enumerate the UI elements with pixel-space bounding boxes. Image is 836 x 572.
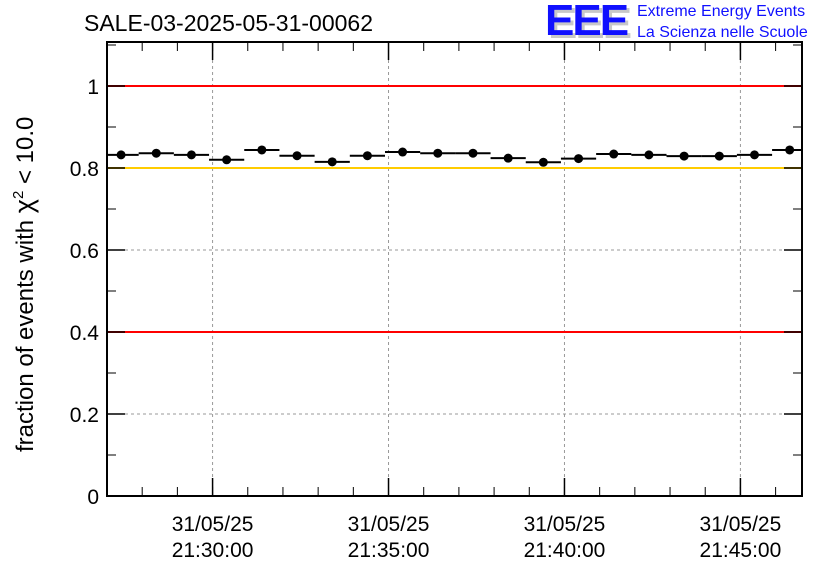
data-point — [186, 150, 196, 160]
data-point — [398, 147, 408, 157]
data-point — [714, 151, 724, 161]
eee-logo-letters: EEE — [545, 0, 629, 45]
data-point — [151, 148, 161, 158]
y-tick-label: 1 — [87, 76, 99, 99]
data-point — [433, 148, 443, 158]
data-point — [292, 151, 302, 161]
x-tick-time: 21:45:00 — [700, 539, 782, 562]
plot-frame — [106, 41, 803, 497]
data-point — [257, 145, 267, 155]
data-point — [222, 155, 232, 165]
x-tick-date: 31/05/25 — [348, 513, 430, 536]
data-point — [468, 148, 478, 158]
data-point — [574, 154, 584, 164]
data-point — [362, 151, 372, 161]
data-point — [644, 150, 654, 160]
data-point — [503, 153, 513, 163]
y-tick-label: 0.2 — [70, 404, 99, 427]
logo-line-1: Extreme Energy Events — [637, 3, 806, 20]
logo-line-2: La Scienza nelle Scuole — [637, 24, 808, 41]
eee-logo: EEE — [545, 0, 629, 45]
data-point — [609, 149, 619, 159]
x-tick-time: 21:35:00 — [348, 539, 430, 562]
axis-ticks: 0 0.2 0.4 0.6 0.8 1 31/05/25 21:30:00 31/05/25 21… — [70, 42, 802, 562]
x-tick-date: 31/05/25 — [524, 513, 606, 536]
data-point — [116, 150, 126, 160]
data-point — [785, 145, 795, 155]
y-axis-label: fraction of events with χ2 < 10.0 — [9, 117, 39, 452]
x-tick-time: 21:40:00 — [524, 539, 606, 562]
data-point — [538, 157, 548, 167]
x-tick-time: 21:30:00 — [172, 539, 254, 562]
y-tick-label: 0.6 — [70, 240, 99, 263]
y-tick-label: 0.8 — [70, 158, 99, 181]
y-tick-label: 0.4 — [70, 322, 100, 345]
grid — [107, 42, 802, 496]
x-tick-date: 31/05/25 — [700, 513, 782, 536]
chart-title: SALE-03-2025-05-31-00062 — [84, 10, 373, 36]
y-tick-label: 0 — [87, 486, 99, 509]
data-point — [749, 150, 759, 160]
data-points — [107, 145, 802, 167]
reference-lines — [107, 85, 802, 333]
data-point — [679, 151, 689, 161]
x-tick-date: 31/05/25 — [172, 513, 254, 536]
data-point — [327, 157, 337, 167]
